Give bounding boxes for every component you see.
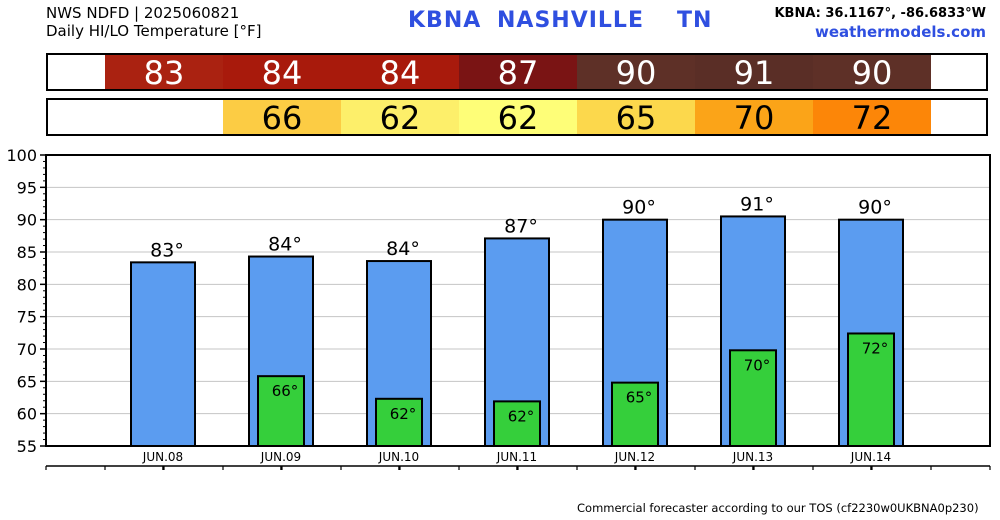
low-bar: [611, 381, 659, 448]
x-date-label: JUN.14: [850, 450, 891, 464]
y-tick-label: 85: [17, 243, 37, 262]
low-temp-cell: 62: [341, 100, 459, 136]
high-temp-cell: 87: [459, 55, 577, 91]
high-data-label: 90°: [858, 197, 892, 219]
temperature-bar-chart: 55606570758085909510083°JUN.08Sun84°66°J…: [6, 146, 991, 470]
high-temp-strip: 83 84 84 87 90 91 90: [46, 53, 988, 91]
y-tick-label: 90: [17, 211, 37, 230]
x-date-label: JUN.13: [732, 450, 773, 464]
y-tick-label: 100: [6, 146, 37, 165]
high-temp-cell: 90: [577, 55, 695, 91]
low-temp-strip: 66 62 62 65 70 72: [46, 98, 988, 136]
y-tick-label: 95: [17, 178, 37, 197]
header-line2: Daily HI/LO Temperature [°F]: [46, 22, 262, 40]
x-date-label: JUN.08: [142, 450, 183, 464]
coords-readout: KBNA: 36.1167°, -86.6833°W: [774, 6, 986, 21]
low-bar: [493, 400, 541, 448]
city-name: NASHVILLE: [497, 8, 644, 33]
low-data-label: 72°: [862, 339, 889, 357]
high-data-label: 84°: [268, 234, 302, 256]
low-temp-cell: 72: [813, 100, 931, 136]
high-data-label: 91°: [740, 193, 774, 215]
low-data-label: 66°: [272, 382, 299, 400]
header-line1: NWS NDFD | 2025060821: [46, 4, 240, 22]
high-temp-cell: 90: [813, 55, 931, 91]
state-code: TN: [677, 8, 713, 33]
low-bar: [847, 332, 895, 448]
y-tick-label: 65: [17, 372, 37, 391]
high-data-label: 87°: [504, 215, 538, 237]
low-temp-cell: 62: [459, 100, 577, 136]
low-data-label: 62°: [508, 407, 535, 425]
high-data-label: 83°: [150, 239, 184, 261]
y-tick-label: 80: [17, 275, 37, 294]
low-data-label: 65°: [626, 389, 653, 407]
low-data-label: 62°: [390, 405, 417, 423]
low-data-label: 70°: [744, 356, 771, 374]
high-bar: [130, 261, 196, 448]
y-tick-label: 75: [17, 308, 37, 327]
x-date-label: JUN.11: [496, 450, 537, 464]
site-link[interactable]: weathermodels.com: [814, 23, 986, 41]
high-data-label: 84°: [386, 238, 420, 260]
high-temp-cell: 84: [223, 55, 341, 91]
low-temp-cell: 70: [695, 100, 813, 136]
footer-note: Commercial forecaster according to our T…: [577, 501, 979, 515]
y-tick-label: 70: [17, 340, 37, 359]
high-data-label: 90°: [622, 197, 656, 219]
low-temp-cell: 66: [223, 100, 341, 136]
station-code: KBNA: [408, 8, 482, 33]
y-tick-label: 60: [17, 405, 37, 424]
x-date-label: JUN.12: [614, 450, 655, 464]
high-temp-cell: 83: [105, 55, 223, 91]
low-bar: [729, 349, 777, 447]
low-temp-cell: 65: [577, 100, 695, 136]
x-date-label: JUN.09: [260, 450, 301, 464]
plot-frame: [45, 154, 991, 447]
x-date-label: JUN.10: [378, 450, 419, 464]
high-temp-cell: 84: [341, 55, 459, 91]
low-temp-cell: [105, 100, 223, 134]
y-tick-label: 55: [17, 437, 37, 456]
high-temp-cell: 91: [695, 55, 813, 91]
